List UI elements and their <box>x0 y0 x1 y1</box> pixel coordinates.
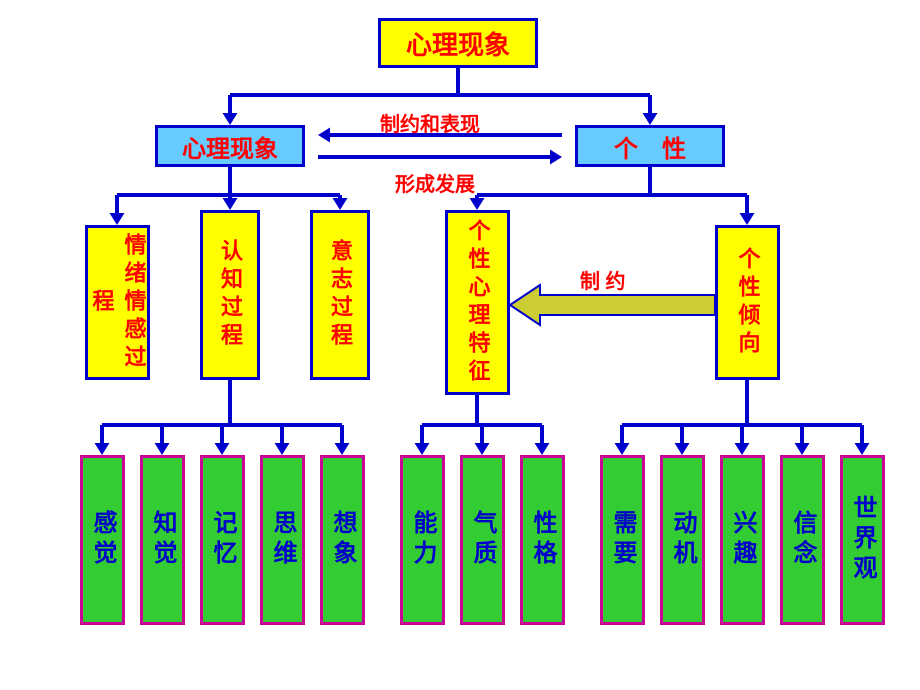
label-top_rel: 制约和表现 <box>380 108 480 137</box>
box-label-l3_2: 认知过程 <box>214 239 246 351</box>
box-label-l3_5: 个性倾向 <box>732 247 764 359</box>
box-leaf_3: 记忆 <box>200 455 245 625</box>
box-label-leaf_5: 想象 <box>325 510 360 570</box>
box-label-leaf_8: 性格 <box>525 510 560 570</box>
box-leaf_10: 动机 <box>660 455 705 625</box>
box-l2_left: 心理现象 <box>155 125 305 167</box>
box-leaf_11: 兴趣 <box>720 455 765 625</box>
box-label-leaf_6: 能力 <box>405 510 440 570</box>
box-label-leaf_2: 知觉 <box>145 510 180 570</box>
box-l3_2: 认知过程 <box>200 210 260 380</box>
box-label-l3_4: 个性心理特征 <box>462 219 494 387</box>
box-leaf_5: 想象 <box>320 455 365 625</box>
label-bot_rel: 形成发展 <box>395 168 475 197</box>
box-leaf_6: 能力 <box>400 455 445 625</box>
box-label-root: 心理现象 <box>406 25 510 62</box>
box-label-leaf_1: 感觉 <box>85 510 120 570</box>
box-label-leaf_12: 信念 <box>785 510 820 570</box>
diagram-canvas: 心理现象心理现象个 性情绪情感过程认知过程意志过程个性心理特征个性倾向感觉知觉记… <box>0 0 920 690</box>
box-label-l3_1: 情绪情感过程 <box>86 228 150 377</box>
box-l3_3: 意志过程 <box>310 210 370 380</box>
box-label-l2_right: 个 性 <box>614 129 686 164</box>
box-label-leaf_13: 世界观 <box>845 495 880 585</box>
box-l3_5: 个性倾向 <box>715 225 780 380</box>
box-label-leaf_10: 动机 <box>665 510 700 570</box>
box-leaf_12: 信念 <box>780 455 825 625</box>
box-label-leaf_3: 记忆 <box>205 510 240 570</box>
box-label-l2_left: 心理现象 <box>182 129 278 164</box>
box-l3_1: 情绪情感过程 <box>85 225 150 380</box>
box-l3_4: 个性心理特征 <box>445 210 510 395</box>
box-root: 心理现象 <box>378 18 538 68</box>
box-leaf_8: 性格 <box>520 455 565 625</box>
box-leaf_2: 知觉 <box>140 455 185 625</box>
box-leaf_4: 思维 <box>260 455 305 625</box>
box-leaf_1: 感觉 <box>80 455 125 625</box>
box-label-leaf_9: 需要 <box>605 510 640 570</box>
box-leaf_7: 气质 <box>460 455 505 625</box>
box-label-leaf_4: 思维 <box>265 510 300 570</box>
box-label-leaf_11: 兴趣 <box>725 510 760 570</box>
box-leaf_9: 需要 <box>600 455 645 625</box>
box-label-l3_3: 意志过程 <box>324 239 356 351</box>
box-label-leaf_7: 气质 <box>465 510 500 570</box>
label-mid_rel: 制 约 <box>580 265 626 294</box>
box-leaf_13: 世界观 <box>840 455 885 625</box>
box-l2_right: 个 性 <box>575 125 725 167</box>
